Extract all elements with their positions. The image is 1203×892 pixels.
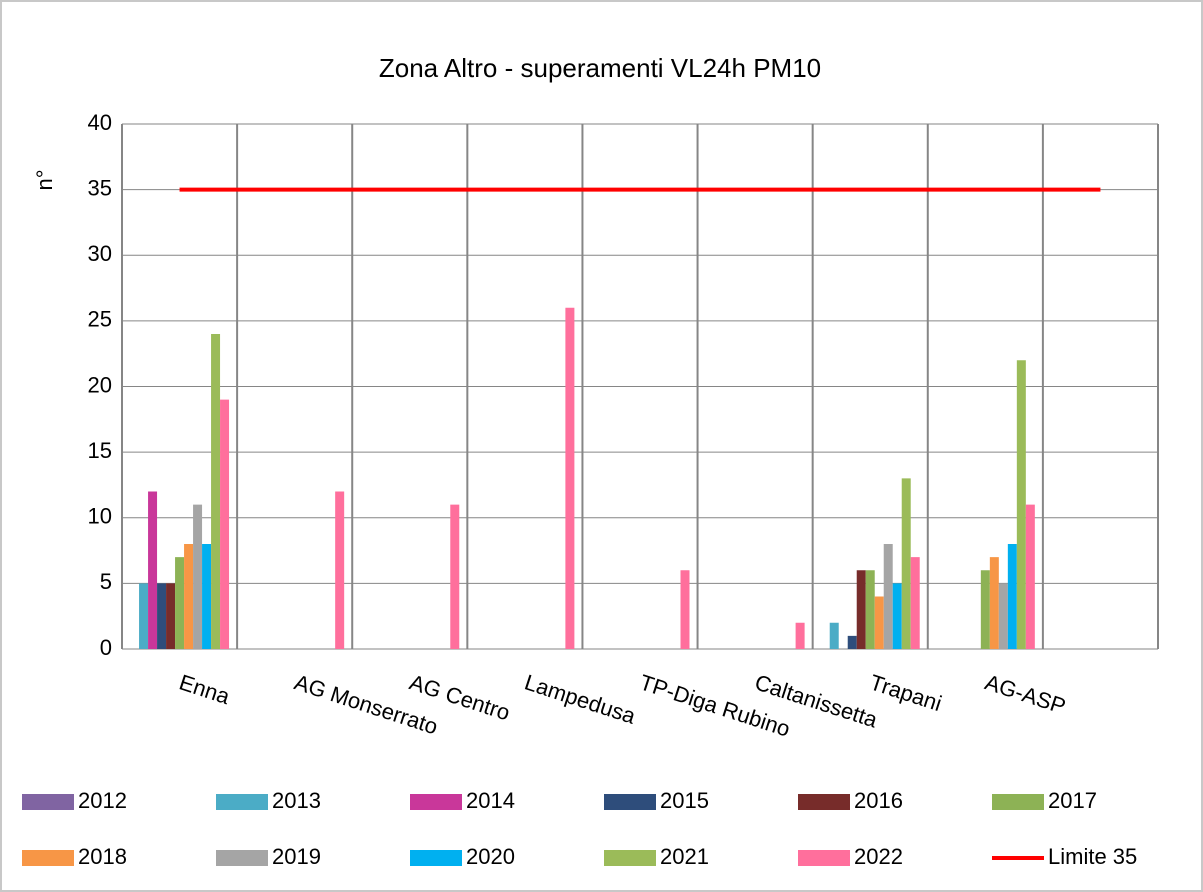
bar [139,583,149,649]
legend-swatch [22,850,74,866]
legend-swatch [216,794,268,810]
y-tick-label: 30 [88,241,112,266]
legend-swatch [798,850,850,866]
legend-label: 2019 [272,844,321,869]
legend-swatch [410,850,462,866]
legend-label: 2021 [660,844,709,869]
legend-label: 2014 [466,788,515,813]
bar [450,504,460,649]
chart-title: Zona Altro - superamenti VL24h PM10 [379,53,821,83]
bar [148,491,158,649]
bar [883,544,893,649]
legend-swatch [604,850,656,866]
bar [166,583,176,649]
bar [157,583,167,649]
bar [901,478,911,649]
legend-label: 2015 [660,788,709,813]
bar [184,544,194,649]
bar [910,557,920,649]
y-tick-label: 20 [88,372,112,397]
bar [175,557,185,649]
y-tick-label: 15 [88,438,112,463]
bar [202,544,212,649]
bar [211,334,221,649]
bar [220,399,230,649]
legend-swatch [410,794,462,810]
bar [865,570,875,649]
bar [874,596,884,649]
legend-swatch [22,794,74,810]
legend-label: Limite 35 [1048,844,1137,869]
bar [680,570,690,649]
bar [980,570,990,649]
bar [1016,360,1026,649]
legend-swatch [992,794,1044,810]
bar [892,583,902,649]
legend-swatch [798,794,850,810]
y-tick-label: 35 [88,175,112,200]
legend-label: 2012 [78,788,127,813]
bar [847,635,857,649]
y-tick-label: 40 [88,110,112,135]
bar [193,504,203,649]
bar [565,307,575,649]
y-axis-label: n° [32,169,57,190]
legend-swatch [604,794,656,810]
legend-swatch [216,850,268,866]
legend-label: 2016 [854,788,903,813]
bar [1025,504,1035,649]
bar [829,622,839,649]
y-tick-label: 5 [100,569,112,594]
bar [795,622,805,649]
bar [856,570,866,649]
bar [1007,544,1017,649]
bar [998,583,1008,649]
bar [989,557,999,649]
bar [335,491,345,649]
legend-label: 2022 [854,844,903,869]
legend-label: 2018 [78,844,127,869]
legend-label: 2017 [1048,788,1097,813]
y-tick-label: 0 [100,635,112,660]
y-tick-label: 25 [88,307,112,332]
legend-label: 2020 [466,844,515,869]
y-tick-label: 10 [88,504,112,529]
legend-label: 2013 [272,788,321,813]
